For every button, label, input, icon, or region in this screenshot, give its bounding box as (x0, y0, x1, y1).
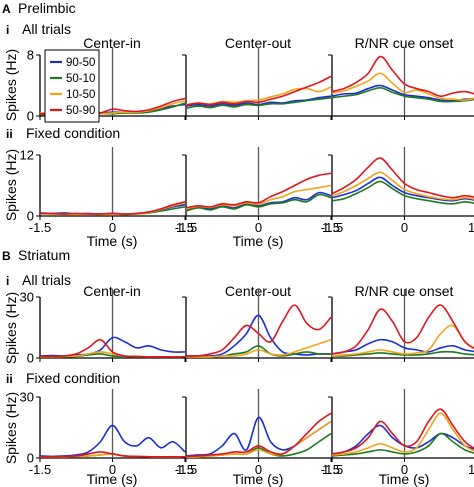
row-roman-a-ii: ii (6, 127, 13, 141)
panel-a-i-cue-onset (328, 47, 474, 120)
panel-b-i-center-in: 0 30 (20, 289, 186, 366)
x-tick-label-b-ii-center-out-0: -1.5 (175, 462, 197, 477)
panel-title-a-center-in: Center-in (83, 35, 141, 51)
panel-b-ii-cue-onset: -1.5 0 1.5 (321, 389, 474, 477)
section-letter-a: A (2, 2, 11, 16)
x-tick-label-a-ii-center-out-0: -1.5 (175, 220, 197, 235)
series-line-b-i-cue-onset-50-90 (331, 304, 474, 355)
panel-a-ii-center-in: 012-1.5 0 1.5 (20, 147, 194, 235)
panel-b-ii-center-in: 030-1.5 0 1.5 (20, 389, 194, 477)
series-line-b-ii-cue-onset-10-50 (331, 412, 474, 456)
x-tick-label-b-ii-center-out-1: 0 (255, 462, 262, 477)
series-line-a-i-cue-onset-50-10 (331, 86, 474, 103)
series-line-b-ii-center-out-50-90 (185, 412, 332, 458)
panel-title-a-cue-onset: R/NR cue onset (355, 35, 454, 51)
section-title-prelimbic: Prelimbic (18, 0, 76, 16)
panel-a-i-center-out (182, 47, 332, 120)
series-line-b-i-center-out-10-50 (185, 338, 332, 358)
y-tick-label-b-ii-center-in-1: 30 (20, 390, 34, 405)
row-roman-b-ii: ii (6, 372, 13, 386)
x-tick-label-a-ii-center-out-1: 0 (255, 220, 262, 235)
series-line-a-i-cue-onset-50-90 (331, 55, 474, 97)
series-line-b-ii-center-out-10-50 (185, 420, 332, 458)
series-line-a-ii-cue-onset-90-50 (331, 176, 474, 202)
series-line-b-i-center-in-50-90 (39, 338, 185, 358)
y-tick-label-b-i-center-in-0: 0 (27, 351, 34, 366)
xlabel-b-cue-onset: Time (s) (379, 471, 430, 487)
ylabel-b-ii: Spikes (Hz) (3, 392, 19, 464)
x-tick-label-a-ii-center-in-0: -1.5 (29, 220, 51, 235)
series-line-b-i-cue-onset-10-50 (331, 324, 474, 357)
series-line-b-i-cue-onset-90-50 (331, 338, 474, 355)
y-tick-label-a-ii-center-in-0: 0 (27, 209, 34, 224)
series-line-a-ii-center-out-50-90 (185, 172, 332, 209)
x-tick-label-b-ii-center-in-1: 0 (109, 462, 116, 477)
series-line-a-i-center-out-50-10 (185, 96, 332, 110)
x-tick-label-a-ii-cue-onset-0: -1.5 (321, 220, 343, 235)
xlabel-b-center-out: Time (s) (233, 471, 284, 487)
series-line-b-i-center-out-50-90 (185, 304, 332, 357)
series-line-b-i-cue-onset-50-10 (331, 350, 474, 357)
legend-label-50-10: 50-10 (66, 73, 95, 85)
row-roman-b-i: i (6, 274, 9, 288)
xlabel-b-center-in: Time (s) (87, 471, 138, 487)
legend: 90-50 50-10 10-50 50-90 (44, 49, 100, 123)
series-line-a-ii-cue-onset-50-10 (331, 180, 474, 205)
series-line-b-ii-cue-onset-50-10 (331, 432, 474, 457)
y-tick-label-b-ii-center-in-0: 0 (27, 451, 34, 466)
x-tick-label-a-ii-center-in-1: 0 (109, 220, 116, 235)
series-line-b-i-center-out-90-50 (185, 314, 332, 357)
legend-label-90-50: 90-50 (66, 57, 95, 69)
x-tick-label-b-ii-cue-onset-1: 0 (401, 462, 408, 477)
y-tick-label-a-i-center-in-0: 0 (27, 109, 34, 124)
series-line-b-ii-center-in-50-90 (39, 451, 185, 458)
section-letter-b: B (2, 249, 11, 263)
section-title-striatum: Striatum (18, 247, 70, 263)
x-tick-label-b-ii-center-in-2: 1.5 (176, 462, 194, 477)
y-tick-label-a-i-center-in-1: 8 (27, 48, 34, 63)
legend-label-50-90: 50-90 (66, 105, 95, 117)
row-title-b-ii: Fixed condition (26, 370, 120, 386)
panel-b-ii-center-out: -1.5 0 1.5 (175, 389, 340, 477)
x-tick-label-b-ii-center-in-0: -1.5 (29, 462, 51, 477)
y-tick-label-b-i-center-in-1: 30 (20, 290, 34, 305)
series-line-a-ii-center-out-90-50 (185, 191, 332, 211)
series-line-a-ii-cue-onset-50-90 (331, 157, 474, 199)
ylabel-a-ii: Spikes (Hz) (3, 149, 19, 221)
x-tick-label-b-ii-center-out-2: 1.5 (322, 462, 340, 477)
x-tick-label-a-ii-center-out-2: 1.5 (322, 220, 340, 235)
panel-b-i-center-out (182, 289, 332, 362)
x-tick-label-b-ii-cue-onset-0: -1.5 (321, 462, 343, 477)
xlabel-a-center-in: Time (s) (87, 233, 138, 249)
panel-a-ii-cue-onset: -1.5 0 1.5 (321, 147, 474, 235)
xlabel-a-center-out: Time (s) (233, 233, 284, 249)
x-tick-label-b-ii-cue-onset-2: 1.5 (468, 462, 474, 477)
ylabel-b-i: Spikes (Hz) (3, 292, 19, 364)
row-title-b-i: All trials (22, 272, 71, 288)
x-tick-label-a-ii-center-in-2: 1.5 (176, 220, 194, 235)
series-line-a-i-cue-onset-10-50 (331, 72, 474, 101)
series-line-a-ii-cue-onset-10-50 (331, 171, 474, 201)
row-title-a-i: All trials (22, 21, 71, 37)
row-title-a-ii: Fixed condition (26, 125, 120, 141)
panel-title-a-center-out: Center-out (225, 35, 291, 51)
series-line-b-ii-cue-onset-50-90 (331, 408, 474, 455)
panel-a-ii-center-out: -1.5 0 1.5 (175, 147, 340, 235)
y-tick-label-a-ii-center-in-1: 12 (20, 148, 34, 163)
row-roman-a-i: i (6, 23, 9, 37)
x-tick-label-a-ii-cue-onset-1: 0 (401, 220, 408, 235)
ylabel-a-i: Spikes (Hz) (3, 49, 19, 121)
panels-layer: 08012-1.501.5-1.501.5-1.501.5030030-1.50… (20, 47, 474, 477)
series-line-a-i-center-out-50-90 (185, 75, 332, 107)
panel-b-i-cue-onset (328, 289, 474, 362)
series-line-a-ii-center-in-50-90 (39, 200, 186, 215)
legend-label-10-50: 10-50 (66, 89, 95, 101)
x-tick-label-a-ii-cue-onset-2: 1.5 (468, 220, 474, 235)
series-line-a-ii-center-out-50-10 (185, 193, 332, 212)
